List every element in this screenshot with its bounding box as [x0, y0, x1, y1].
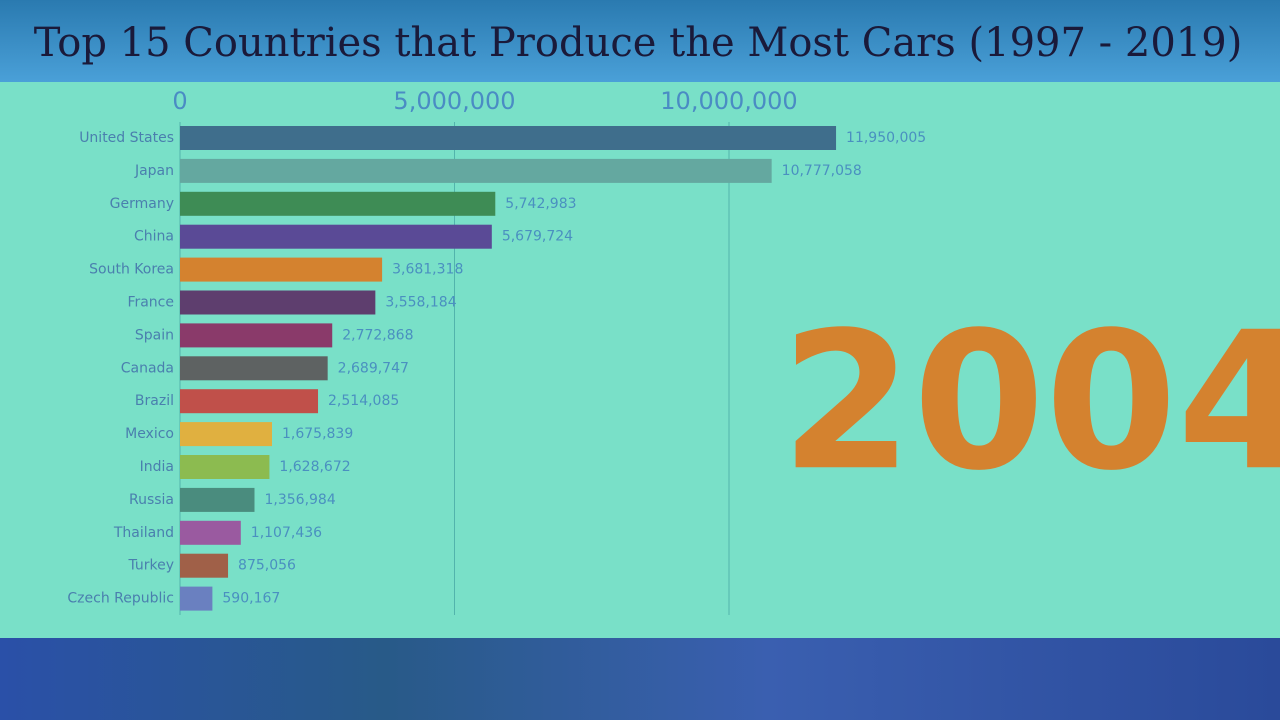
value-label: 3,681,318 — [392, 262, 463, 278]
category-label: Germany — [110, 196, 174, 212]
bar — [180, 422, 273, 447]
category-label: Spain — [135, 327, 174, 343]
category-label: Mexico — [125, 426, 174, 442]
plot: 0 5,000,000 10,000,000 United States 11,950,… — [67, 87, 926, 615]
bar — [180, 191, 496, 216]
bar — [180, 455, 270, 479]
bar — [180, 290, 376, 315]
category-label: Canada — [121, 360, 174, 376]
category-label: France — [127, 295, 174, 311]
category-label: China — [134, 229, 174, 245]
bar — [180, 356, 328, 381]
value-label: 5,742,983 — [505, 196, 576, 212]
bar — [180, 224, 492, 249]
footer-band — [0, 638, 1280, 720]
bar — [180, 257, 383, 282]
bar — [180, 126, 837, 150]
x-tick-label: 5,000,000 — [393, 87, 515, 115]
category-label: India — [140, 459, 174, 475]
bar — [180, 520, 241, 545]
x-tick-label: 0 — [172, 87, 187, 115]
value-label: 1,675,839 — [282, 426, 353, 442]
bar — [180, 586, 213, 611]
category-label: Czech Republic — [67, 591, 174, 607]
bar — [180, 553, 229, 578]
bar — [180, 389, 319, 414]
value-label: 1,356,984 — [264, 492, 335, 508]
value-label: 1,628,672 — [279, 459, 350, 475]
value-label: 2,689,747 — [338, 360, 409, 376]
bar — [180, 323, 333, 348]
category-label: Thailand — [113, 525, 174, 541]
value-label: 2,514,085 — [328, 393, 399, 409]
value-label: 875,056 — [238, 558, 296, 574]
year-label: 2004 — [781, 291, 1280, 512]
value-label: 5,679,724 — [502, 229, 573, 245]
value-label: 11,950,005 — [846, 130, 926, 146]
category-label: United States — [79, 130, 174, 146]
category-label: Japan — [134, 163, 174, 179]
category-label: Brazil — [135, 393, 174, 409]
bar — [180, 158, 772, 183]
category-label: South Korea — [89, 262, 174, 278]
bar — [180, 487, 255, 512]
value-label: 10,777,058 — [782, 163, 862, 179]
category-label: Russia — [129, 492, 174, 508]
header-band — [0, 0, 1280, 82]
value-label: 3,558,184 — [385, 295, 456, 311]
x-tick-label: 10,000,000 — [660, 87, 797, 115]
value-label: 2,772,868 — [342, 327, 413, 343]
chart-title: Top 15 Countries that Produce the Most C… — [34, 20, 1243, 66]
value-label: 590,167 — [222, 591, 280, 607]
value-label: 1,107,436 — [251, 525, 322, 541]
category-label: Turkey — [127, 558, 174, 574]
